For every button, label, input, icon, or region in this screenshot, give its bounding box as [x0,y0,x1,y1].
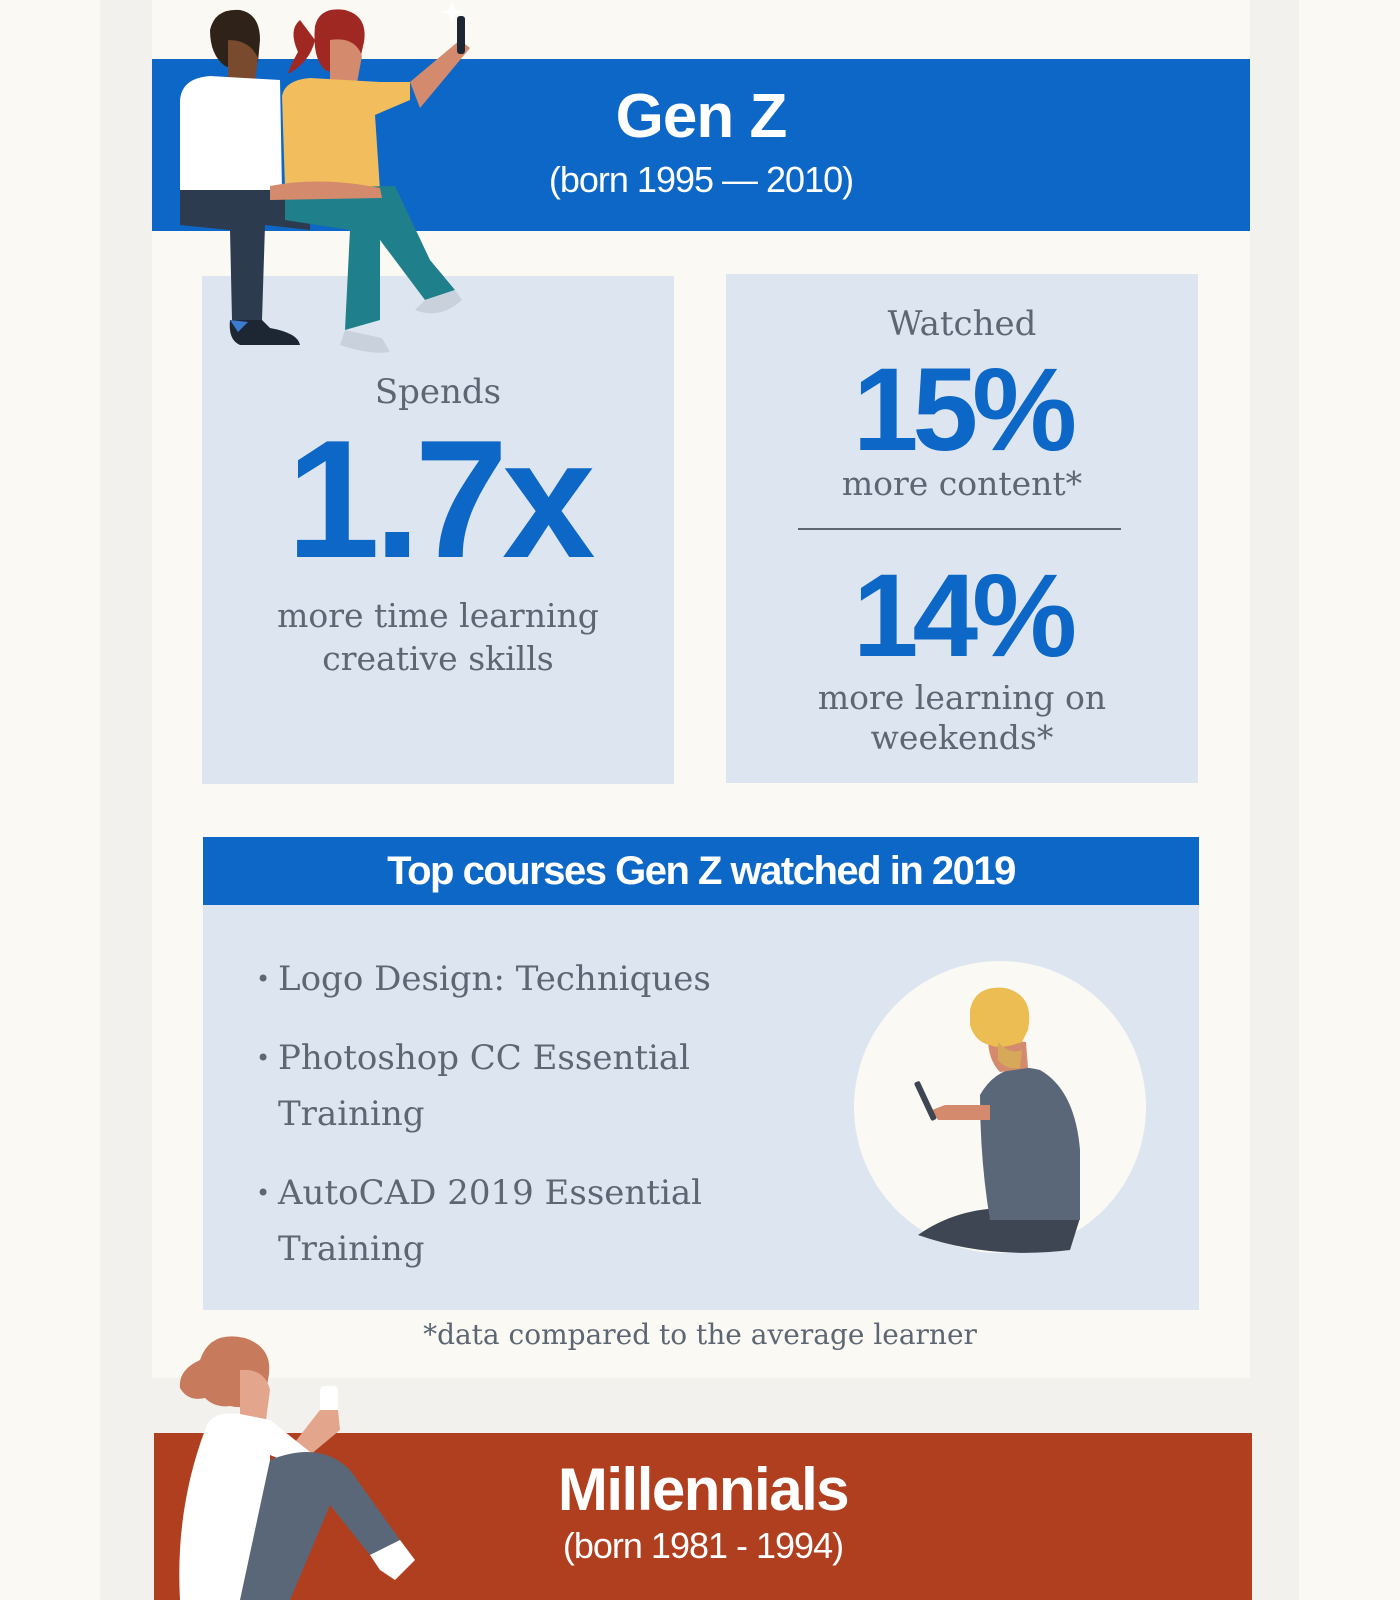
bullet-icon: • [256,1044,271,1072]
millennials-title: Millennials [557,1456,850,1523]
woman-holding-phone-illustration [179,1336,415,1600]
footnote: *data compared to the average learner [423,1318,977,1351]
stat-divider [798,528,1121,530]
stat-box-content: Watched 15% more content* 14% more learn… [726,274,1198,783]
course-title-line2: Training [278,1229,425,1269]
person-reading-phone-illustration [854,961,1146,1253]
sparkle-icon [440,2,464,22]
course-item: • Logo Design: Techniques [256,951,718,1007]
millennials-subtitle: (born 1981 - 1994) [562,1525,844,1566]
course-title-line2: Training [278,1094,425,1134]
stat-intro-watched: Watched [887,304,1037,344]
stat-value-content: 15% [852,344,1077,476]
stat-value-time: 1.7x [286,405,596,593]
stat-caption-time-line2: creative skills [322,639,554,678]
course-title: AutoCAD 2019 Essential Training [278,1165,718,1277]
stat-value-weekends: 14% [852,550,1077,682]
stat-intro-spends: Spends [374,372,502,412]
stat-caption-time-line1: more time learning [277,596,599,635]
course-title: Logo Design: Techniques [278,959,711,999]
bullet-icon: • [256,1179,271,1207]
course-title: Photoshop CC Essential Training [278,1030,718,1142]
stat-box-time: Spends 1.7x more time learning creative … [202,276,674,784]
genz-title: Gen Z [615,82,788,151]
genz-subtitle: (born 1995 — 2010) [548,159,854,200]
stat-caption-weekends-line2: weekends* [870,718,1054,757]
couple-selfie-illustration [180,2,470,353]
course-title-line1: AutoCAD 2019 Essential [278,1173,702,1213]
course-item: • AutoCAD 2019 Essential Training [256,1165,718,1277]
course-item: • Photoshop CC Essential Training [256,1030,718,1142]
stat-caption-weekends-line1: more learning on [817,678,1107,717]
stat-caption-content: more content* [841,464,1083,503]
top-courses-heading: Top courses Gen Z watched in 2019 [203,837,1199,905]
bullet-icon: • [256,965,271,993]
course-title-line1: Photoshop CC Essential [278,1038,691,1078]
